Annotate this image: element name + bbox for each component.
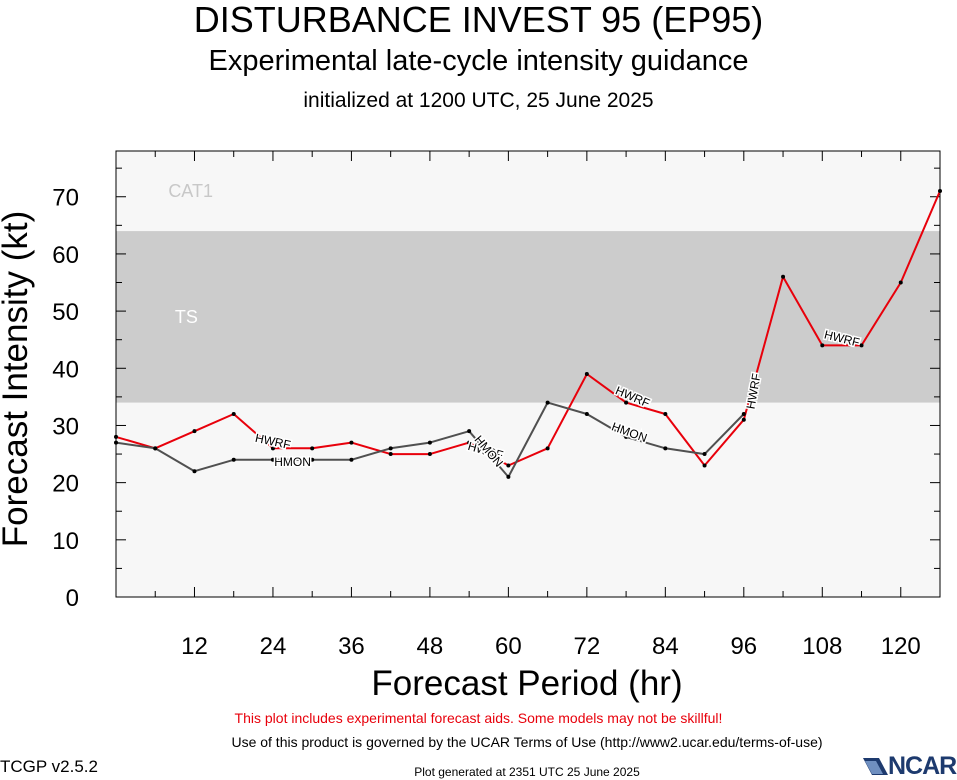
band-cat1	[116, 151, 940, 232]
hwrf-point	[545, 446, 550, 451]
hmon-point	[388, 446, 393, 451]
hwrf-line	[115, 190, 941, 467]
hmon-point	[231, 457, 236, 462]
hwrf-point	[427, 452, 432, 457]
x-axis-label: Forecast Period (hr)	[371, 664, 682, 703]
hmon-point	[545, 400, 550, 405]
hmon-point	[192, 469, 197, 474]
x-tick-label: 120	[881, 633, 921, 660]
terms-of-use: Use of this product is governed by the U…	[231, 734, 823, 750]
hwrf-point	[467, 440, 472, 445]
ncar-logo-text: NCAR	[888, 752, 957, 780]
hwrf-point	[231, 412, 236, 417]
y-tick-label: 40	[52, 356, 79, 383]
ncar-logo: NCAR	[862, 753, 957, 780]
x-tick-label: 72	[574, 633, 601, 660]
y-tick-label: 30	[52, 413, 79, 440]
hmon-point	[114, 440, 118, 445]
hwrf-point	[584, 372, 589, 376]
initialization-time: initialized at 1200 UTC, 25 June 2025	[303, 89, 654, 112]
y-tick-label: 70	[52, 185, 79, 212]
band-label-ts: TS	[175, 307, 198, 327]
x-tick-label: 36	[338, 633, 365, 660]
x-tick-label: 48	[417, 633, 444, 660]
hwrf-point	[781, 274, 786, 279]
chart-title: DISTURBANCE INVEST 95 (EP95)	[193, 0, 764, 40]
hmon-point	[741, 412, 746, 417]
hmon-point	[663, 446, 668, 451]
y-tick-label: 60	[52, 242, 79, 269]
hwrf-point	[310, 446, 315, 451]
hmon-point	[349, 457, 354, 462]
hwrf-point	[388, 452, 393, 457]
x-tick-label: 24	[260, 633, 287, 660]
hmon-point	[153, 446, 158, 451]
hmon-line-label: HMON	[274, 455, 311, 469]
hmon-point	[584, 412, 589, 417]
hwrf-point	[270, 446, 275, 451]
x-tick-label: 12	[181, 633, 208, 660]
y-tick-label: 20	[52, 471, 79, 498]
y-tick-label: 0	[66, 585, 79, 612]
hwrf-point	[663, 412, 668, 417]
hwrf-point	[702, 463, 707, 468]
hmon-point	[427, 440, 432, 445]
category-bands: TS CAT1	[116, 151, 940, 597]
hwrf-point	[938, 189, 942, 194]
hwrf-point	[506, 463, 511, 468]
hwrf-point	[114, 434, 118, 439]
hmon-point	[702, 452, 707, 457]
tick-labels: 12 24 36 48 60 72 84 96 108 120 0 10 20 30 40 50 60 70	[52, 185, 920, 660]
x-tick-label: 96	[730, 633, 757, 660]
hwrf-point	[859, 343, 864, 348]
y-axis-label: Forecast Intensity (kt)	[0, 211, 35, 547]
hmon-point	[467, 429, 472, 434]
version-label: TCGP v2.5.2	[0, 757, 98, 776]
hmon-point	[270, 457, 275, 462]
hwrf-point	[192, 429, 197, 434]
hwrf-point	[349, 440, 354, 445]
hmon-point	[506, 474, 511, 479]
hwrf-point	[898, 280, 903, 285]
generated-time: Plot generated at 2351 UTC 25 June 2025	[414, 765, 640, 779]
y-tick-label: 50	[52, 299, 79, 326]
hmon-point	[310, 457, 315, 462]
plot-frame	[115, 150, 941, 598]
hwrf-point	[820, 343, 825, 348]
hmon-point	[624, 434, 629, 439]
chart-subtitle: Experimental late-cycle intensity guidan…	[208, 45, 749, 77]
experimental-warning: This plot includes experimental forecast…	[234, 710, 723, 726]
y-tick-label: 10	[52, 528, 79, 555]
band-ts	[116, 231, 940, 403]
hwrf-point	[624, 400, 629, 405]
x-tick-label: 84	[652, 633, 679, 660]
x-tick-label: 108	[802, 633, 842, 660]
ncar-logo-icon	[863, 758, 888, 775]
x-tick-label: 60	[495, 633, 522, 660]
hwrf-point	[741, 417, 746, 422]
band-label-cat1: CAT1	[168, 181, 213, 201]
